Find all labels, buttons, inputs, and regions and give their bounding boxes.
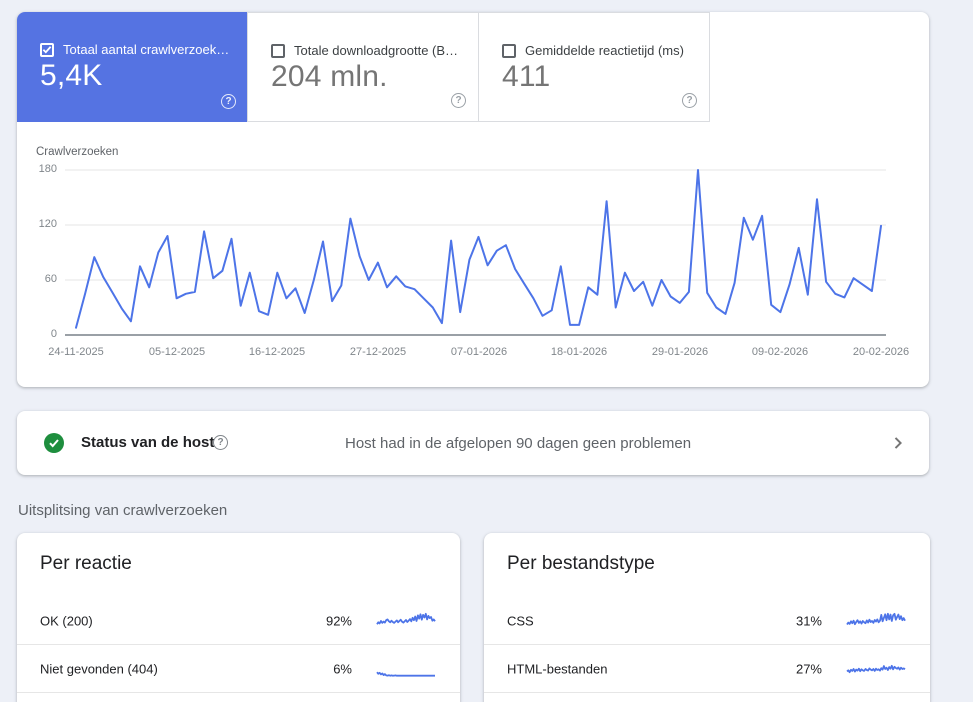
x-axis-tick-label: 27-12-2025 xyxy=(349,346,407,358)
metric-card-download-size[interactable]: Totale downloadgrootte (B… 204 mln. ? xyxy=(247,12,479,122)
checkbox-download-size-unchecked[interactable] xyxy=(271,43,285,58)
help-icon[interactable]: ? xyxy=(451,93,466,108)
metric-label: Gemiddelde reactietijd (ms) xyxy=(525,43,684,58)
metric-card-total-crawl-requests[interactable]: Totaal aantal crawlverzoek… 5,4K ? xyxy=(17,12,248,122)
x-axis-tick-label: 29-01-2026 xyxy=(651,346,709,358)
x-axis-tick-label: 07-01-2026 xyxy=(450,346,508,358)
host-status-title: Status van de host xyxy=(81,434,215,451)
y-axis-tick-label: 120 xyxy=(38,218,57,230)
breakdown-row-html[interactable]: HTML-bestanden 27% xyxy=(484,645,930,693)
checkbox-response-time-unchecked[interactable] xyxy=(502,43,516,58)
row-percent: 6% xyxy=(333,661,352,676)
metric-value: 411 xyxy=(502,60,551,93)
x-axis-tick-label: 16-12-2025 xyxy=(248,346,306,358)
row-label: CSS xyxy=(507,613,534,628)
crawl-stats-panel: Totaal aantal crawlverzoek… 5,4K ? Total… xyxy=(17,12,929,387)
help-icon[interactable]: ? xyxy=(682,93,697,108)
row-percent: 31% xyxy=(795,613,822,628)
row-label: OK (200) xyxy=(40,613,93,628)
row-sparkline xyxy=(846,660,906,678)
row-sparkline xyxy=(846,612,906,630)
breakdown-card-per-response: Per reactie OK (200) 92% Niet gevonden (… xyxy=(17,533,460,702)
metric-value: 5,4K xyxy=(40,59,103,92)
help-icon[interactable]: ? xyxy=(221,94,236,109)
help-icon[interactable]: ? xyxy=(213,435,228,450)
breakdown-row-not-found-404[interactable]: Niet gevonden (404) 6% xyxy=(17,645,460,693)
card-title: Per bestandstype xyxy=(507,553,655,574)
host-status-message: Host had in de afgelopen 90 dagen geen p… xyxy=(345,435,692,452)
chevron-right-icon[interactable] xyxy=(887,431,911,455)
breakdown-row-css[interactable]: CSS 31% xyxy=(484,597,930,645)
metric-label: Totale downloadgrootte (B… xyxy=(294,43,459,58)
x-axis-tick-label: 20-02-2026 xyxy=(852,346,910,358)
y-axis-tick-label: 180 xyxy=(38,163,57,175)
x-axis-tick-label: 24-11-2025 xyxy=(48,346,104,358)
row-sparkline xyxy=(376,660,436,678)
row-label: Niet gevonden (404) xyxy=(40,661,158,676)
metric-card-avg-response-time[interactable]: Gemiddelde reactietijd (ms) 411 ? xyxy=(478,12,710,122)
x-axis-tick-label: 18-01-2026 xyxy=(550,346,608,358)
row-sparkline xyxy=(376,612,436,630)
breakdown-section-title: Uitsplitsing van crawlverzoeken xyxy=(18,502,228,519)
y-axis-tick-label: 60 xyxy=(44,273,57,285)
row-label: HTML-bestanden xyxy=(507,661,608,676)
breakdown-card-per-file-type: Per bestandstype CSS 31% HTML-bestanden … xyxy=(484,533,930,702)
x-axis-tick-label: 05-12-2025 xyxy=(148,346,206,358)
card-title: Per reactie xyxy=(40,553,132,574)
metric-cards: Totaal aantal crawlverzoek… 5,4K ? Total… xyxy=(17,12,710,122)
metric-label: Totaal aantal crawlverzoek… xyxy=(63,42,230,57)
x-axis-tick-label: 09-02-2026 xyxy=(751,346,809,358)
breakdown-row-ok-200[interactable]: OK (200) 92% xyxy=(17,597,460,645)
checkbox-total-crawl-requests-checked[interactable] xyxy=(40,42,54,57)
check-icon xyxy=(42,46,52,54)
status-ok-check-icon xyxy=(44,433,64,453)
row-percent: 92% xyxy=(325,613,352,628)
host-status-panel[interactable]: Status van de host ? Host had in de afge… xyxy=(17,411,929,475)
y-axis-tick-label: 0 xyxy=(50,328,57,340)
metric-value: 204 mln. xyxy=(271,60,388,93)
row-percent: 27% xyxy=(795,661,822,676)
chart-y-axis-title: Crawlverzoeken xyxy=(36,146,119,158)
